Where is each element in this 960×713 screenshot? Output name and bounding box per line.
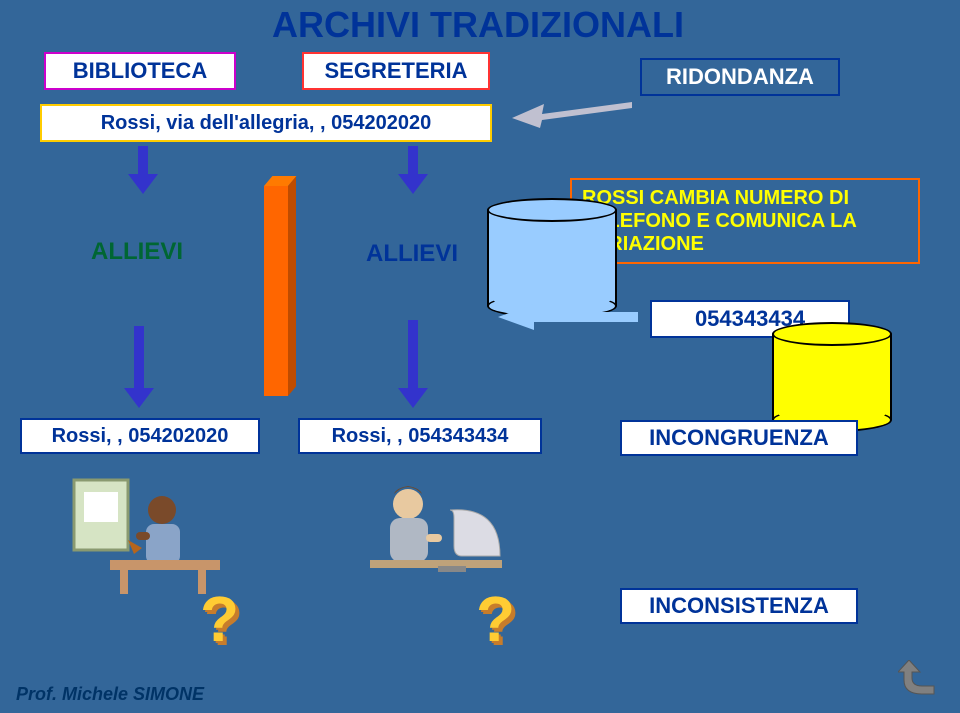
person-illustration-right — [350, 470, 510, 605]
arrow-db-left-down — [124, 326, 154, 408]
inconsistenza-box: INCONSISTENZA — [620, 588, 858, 624]
ridondanza-box: RIDONDANZA — [640, 58, 840, 96]
arrow-newnum-to-db — [498, 302, 638, 332]
cyl-top — [487, 198, 617, 222]
allievi-db-right — [772, 322, 892, 432]
person-illustration-left — [70, 470, 220, 605]
divider-bar — [264, 176, 288, 396]
segreteria-box: SEGRETERIA — [302, 52, 490, 90]
divider-side — [288, 176, 296, 396]
arrow-segreteria-down — [398, 146, 428, 194]
info-box: ROSSI CAMBIA NUMERO DI TELEFONO E COMUNI… — [570, 178, 920, 264]
back-icon[interactable] — [898, 660, 942, 705]
allievi-label-left: ALLIEVI — [80, 238, 194, 266]
biblioteca-box: BIBLIOTECA — [44, 52, 236, 90]
rossi-record-box: Rossi, via dell'allegria, , 054202020 — [40, 104, 492, 142]
cyl-top — [772, 322, 892, 346]
footer-author: Prof. Michele SIMONE — [16, 684, 204, 705]
allievi-label-right: ALLIEVI — [358, 240, 466, 268]
rossi-left-box: Rossi, , 054202020 — [20, 418, 260, 454]
incongruenza-box: INCONGRUENZA — [620, 420, 858, 456]
slide-title: ARCHIVI TRADIZIONALI — [158, 4, 798, 48]
arrow-biblioteca-down — [128, 146, 158, 194]
arrow-db-right-down — [398, 320, 428, 408]
allievi-db-left — [487, 198, 617, 318]
cyl-body — [487, 210, 617, 306]
arrow-ridondanza-to-rossi — [512, 96, 632, 126]
rossi-right-box: Rossi, , 054343434 — [298, 418, 542, 454]
divider-front — [264, 186, 288, 396]
